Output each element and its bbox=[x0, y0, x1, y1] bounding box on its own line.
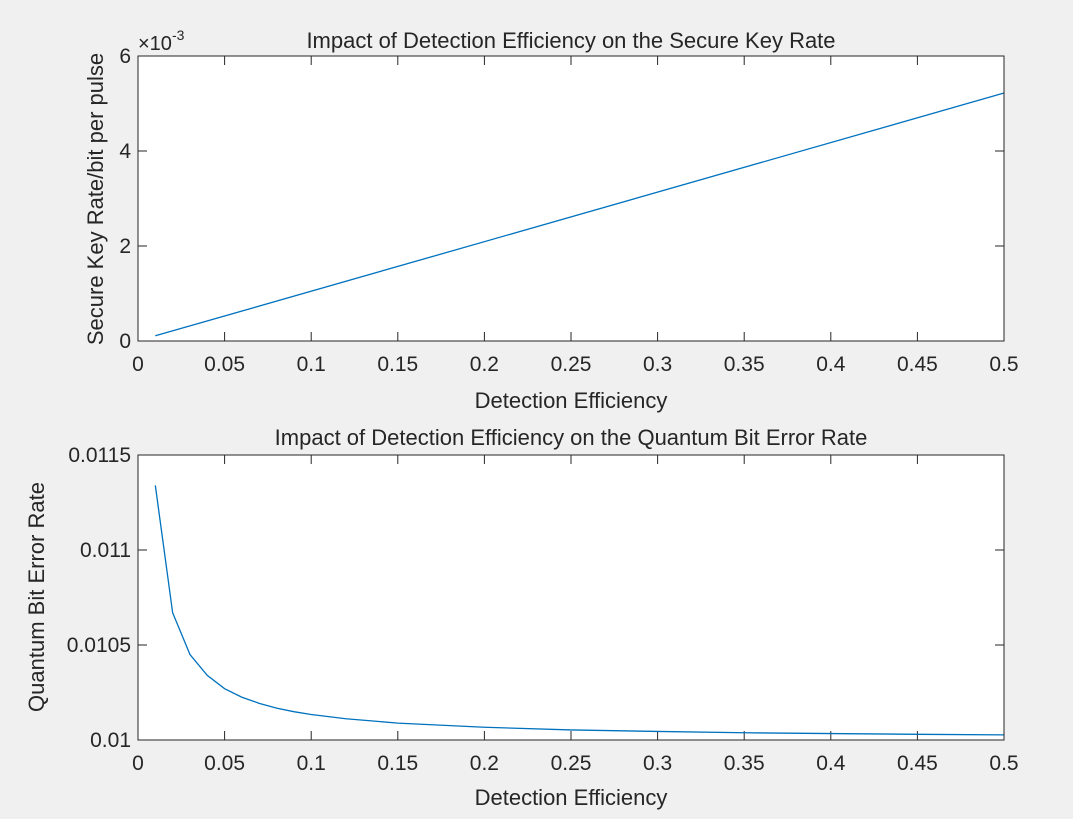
secure-key-rate-line bbox=[155, 92, 1005, 337]
x-tick-label: 0.45 bbox=[897, 752, 938, 775]
qber-chart: Impact of Detection Efficiency on the Qu… bbox=[24, 425, 1019, 810]
x-tick-label: 0.4 bbox=[816, 752, 846, 775]
x-axis-ticks: 0 0.05 0.1 0.15 0.2 0.25 0.3 0.35 0.4 0.45 0.5 bbox=[132, 56, 1019, 376]
y-tick-label: 0 bbox=[119, 330, 131, 353]
x-tick-label: 0.25 bbox=[551, 353, 592, 376]
x-tick-label: 0.1 bbox=[297, 353, 326, 376]
x-tick-label: 0.35 bbox=[724, 353, 765, 376]
secure-key-rate-chart: Impact of Detection Efficiency on the Se… bbox=[83, 27, 1019, 413]
y-exponent-label: ×10-3 bbox=[138, 27, 185, 55]
plot-frame bbox=[137, 454, 1005, 741]
chart-title: Impact of Detection Efficiency on the Se… bbox=[306, 28, 835, 53]
x-tick-label: 0.15 bbox=[377, 752, 418, 775]
x-tick-label: 0.2 bbox=[470, 353, 499, 376]
y-axis-label: Quantum Bit Error Rate bbox=[24, 482, 49, 712]
y-tick-label: 0.0115 bbox=[68, 444, 131, 467]
y-tick-label: 0.011 bbox=[80, 539, 131, 562]
x-tick-label: 0.05 bbox=[204, 752, 245, 775]
x-tick-label: 0 bbox=[132, 752, 144, 775]
plot-frame bbox=[137, 55, 1005, 342]
x-tick-label: 0.1 bbox=[297, 752, 326, 775]
x-tick-label: 0.15 bbox=[377, 353, 418, 376]
plot-area bbox=[138, 56, 1004, 341]
x-tick-label: 0.3 bbox=[643, 752, 672, 775]
x-tick-label: 0.3 bbox=[643, 353, 672, 376]
x-axis-label: Detection Efficiency bbox=[475, 785, 668, 810]
y-axis-ticks: 0.01 0.0105 0.011 0.0115 bbox=[67, 444, 1004, 752]
x-tick-label: 0.05 bbox=[204, 353, 245, 376]
x-tick-label: 0.25 bbox=[551, 752, 592, 775]
y-tick-label: 6 bbox=[119, 45, 131, 68]
x-tick-label: 0 bbox=[132, 353, 144, 376]
x-tick-label: 0.5 bbox=[989, 353, 1018, 376]
x-tick-label: 0.45 bbox=[897, 353, 938, 376]
y-tick-label: 2 bbox=[119, 235, 131, 258]
exponent-power: -3 bbox=[172, 27, 185, 43]
x-axis-label: Detection Efficiency bbox=[475, 388, 668, 413]
x-axis-ticks: 0 0.05 0.1 0.15 0.2 0.25 0.3 0.35 0.4 0.45 0.5 bbox=[132, 455, 1019, 775]
y-tick-label: 0.01 bbox=[90, 729, 131, 752]
plot-area bbox=[138, 455, 1004, 740]
chart-title: Impact of Detection Efficiency on the Qu… bbox=[275, 425, 868, 450]
y-tick-label: 0.0105 bbox=[67, 634, 131, 657]
x-tick-label: 0.4 bbox=[816, 353, 846, 376]
exponent-prefix: ×10 bbox=[138, 33, 172, 55]
y-axis-label: Secure Key Rate/bit per pulse bbox=[83, 53, 108, 345]
x-tick-label: 0.35 bbox=[724, 752, 765, 775]
x-tick-label: 0.5 bbox=[989, 752, 1018, 775]
x-tick-label: 0.2 bbox=[470, 752, 499, 775]
qber-line bbox=[154, 485, 1005, 736]
y-tick-label: 4 bbox=[119, 140, 131, 163]
